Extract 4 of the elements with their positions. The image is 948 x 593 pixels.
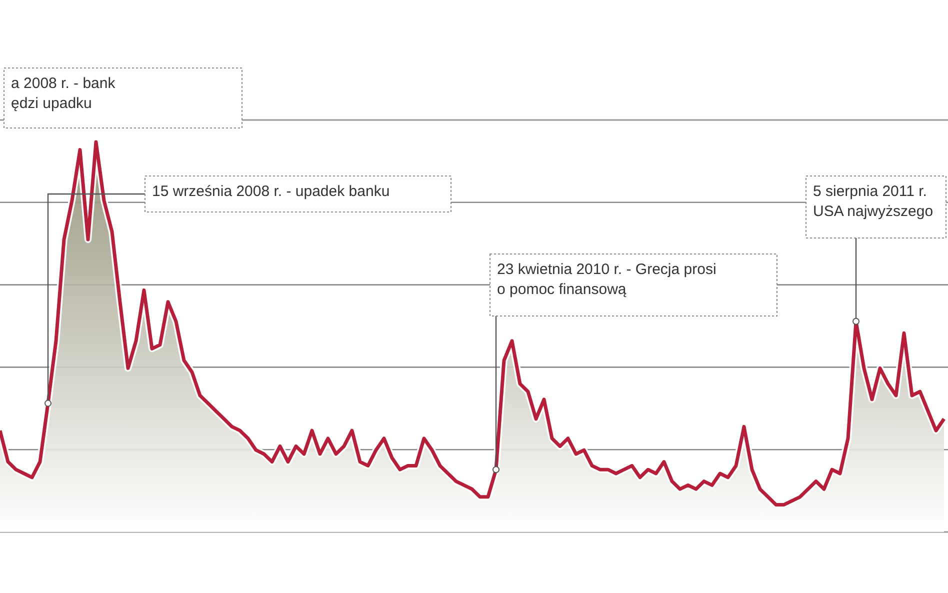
annotation: 5 sierpnia 2011 r. USA najwyższego	[813, 183, 934, 220]
text: a 2008 r. - bank ędzi upadku	[11, 75, 116, 112]
annotation: 23 kwietnia 2010 r. - Grecja prosi o pomoc finansową	[497, 261, 716, 298]
annotation: 15 września 2008 r. - upadek banku	[152, 183, 390, 200]
